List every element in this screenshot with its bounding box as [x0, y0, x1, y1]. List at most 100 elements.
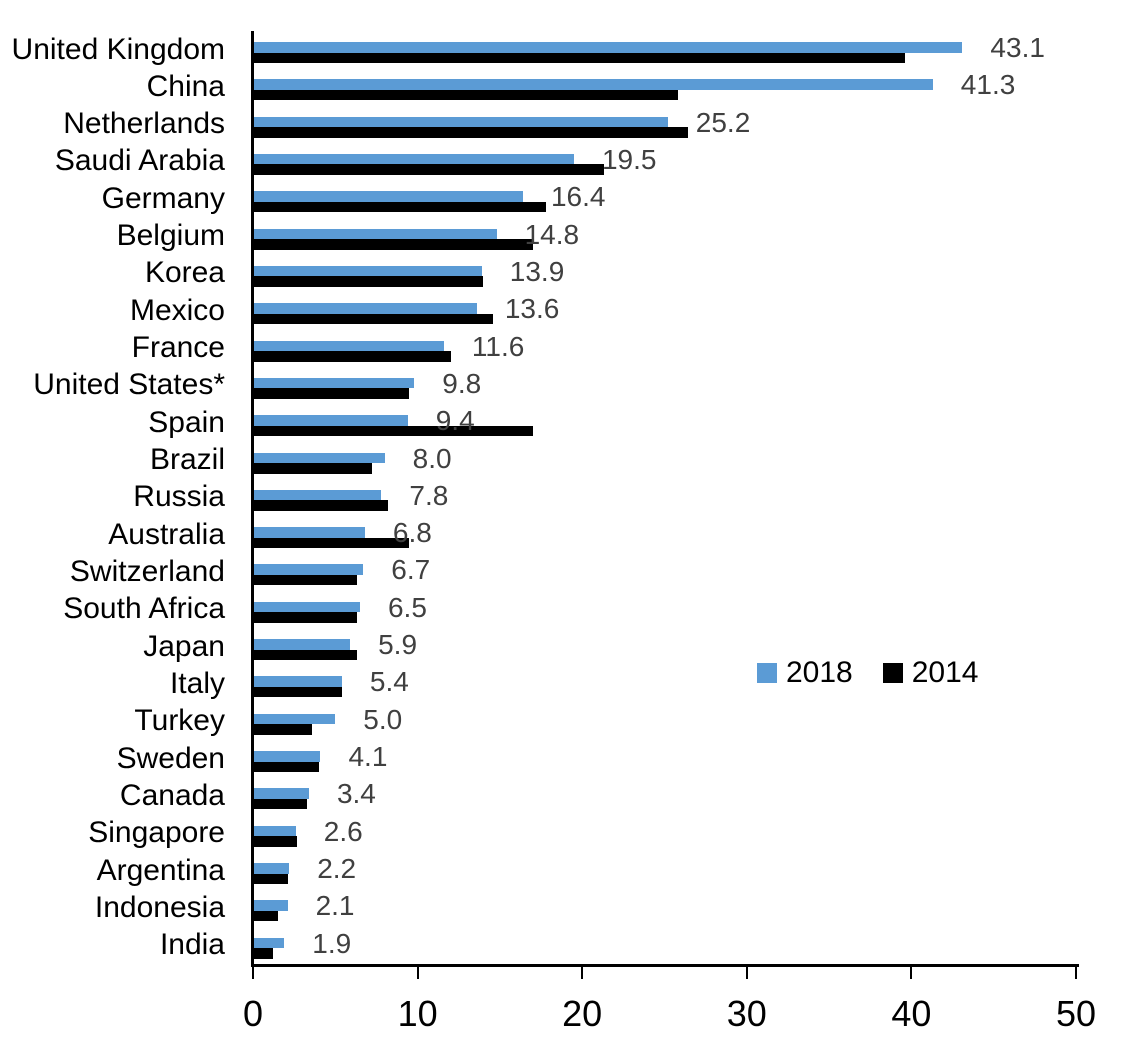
bar-2018 [253, 377, 415, 389]
category-label: Argentina [96, 853, 225, 887]
value-label: 14.8 [524, 218, 580, 250]
bar-2014 [253, 948, 273, 959]
value-label: 2.1 [315, 890, 355, 922]
value-label: 2.6 [323, 815, 363, 847]
bar-2014 [253, 910, 278, 922]
category-label: Russia [133, 480, 225, 514]
y-axis-line [251, 31, 254, 967]
value-label: 3.4 [336, 778, 376, 810]
bar-2018 [253, 340, 444, 352]
bar-2014 [253, 761, 319, 773]
value-label: 6.5 [387, 591, 427, 623]
value-label: 7.8 [409, 479, 449, 511]
category-label: Italy [169, 666, 225, 700]
bar-2018 [253, 228, 497, 240]
legend-label-2018: 2018 [786, 656, 853, 689]
category-label: France [131, 331, 225, 365]
value-label: 4.1 [348, 741, 388, 773]
value-label: 25.2 [695, 106, 751, 138]
bar-2018 [253, 303, 477, 314]
bar-2018 [253, 415, 408, 426]
bar-2014 [253, 276, 484, 287]
x-axis-line [251, 964, 1079, 967]
bar-2018 [253, 639, 351, 650]
bar-2018 [253, 601, 360, 613]
bar-2014 [253, 724, 313, 735]
bar-2014 [253, 873, 288, 885]
category-label: United States* [33, 368, 225, 402]
x-axis-tick [581, 967, 584, 979]
bar-2018 [253, 42, 963, 53]
value-label: 1.9 [312, 927, 352, 959]
category-label: Turkey [134, 704, 225, 738]
x-axis-tick-label: 0 [242, 993, 264, 1034]
category-label: Netherlands [63, 107, 225, 141]
bar-2018 [253, 79, 933, 90]
bar-2014 [253, 89, 678, 101]
bar-2014 [253, 52, 905, 63]
legend-swatch-2014 [882, 663, 903, 683]
category-label: China [146, 69, 225, 103]
bar-2014 [253, 164, 604, 175]
value-label: 9.4 [435, 405, 475, 437]
value-label: 41.3 [960, 69, 1016, 101]
value-label: 13.6 [504, 293, 560, 325]
bar-2014 [253, 313, 494, 325]
value-label: 43.1 [990, 32, 1045, 63]
category-label: India [159, 928, 225, 962]
bar-2014 [253, 537, 410, 549]
x-axis-tick [910, 967, 913, 979]
category-label: Singapore [88, 816, 225, 850]
x-axis-tick [416, 967, 419, 979]
bar-2014 [253, 239, 533, 250]
x-axis-tick [1075, 967, 1077, 979]
legend-entry-2014: 2014 [882, 656, 979, 690]
category-label: Sweden [116, 741, 225, 775]
bar-2014 [253, 836, 298, 847]
bar-2018 [253, 116, 668, 128]
value-label: 11.6 [471, 330, 525, 362]
category-label: South Africa [63, 592, 225, 626]
category-label: United Kingdom [11, 32, 225, 66]
value-label: 16.4 [550, 181, 606, 213]
value-label: 13.9 [509, 255, 565, 287]
category-label: Brazil [149, 443, 225, 477]
bar-2018 [253, 788, 309, 799]
x-axis-tick-label: 30 [726, 993, 767, 1034]
bar-2018 [253, 452, 385, 464]
bar-2018 [253, 676, 342, 687]
value-label: 9.8 [442, 367, 482, 399]
bar-2018 [253, 153, 574, 165]
bar-2014 [253, 649, 357, 661]
category-label: Indonesia [94, 890, 225, 924]
value-label: 19.5 [601, 143, 657, 175]
value-label: 8.0 [412, 442, 452, 474]
bar-2018 [253, 825, 296, 837]
legend-swatch-2018 [757, 663, 777, 683]
bar-2014 [253, 500, 388, 511]
bar-2018 [253, 713, 336, 725]
category-label: Korea [144, 256, 225, 290]
category-label: Australia [108, 517, 225, 551]
x-axis-tick [252, 967, 254, 979]
bar-2018 [253, 564, 364, 575]
bar-2014 [253, 463, 372, 474]
bar-2014 [253, 574, 357, 586]
bar-2018 [253, 863, 290, 874]
category-label: Canada [119, 778, 225, 812]
bar-2014 [253, 798, 308, 810]
x-axis-tick-label: 10 [397, 993, 438, 1034]
bar-2014 [253, 351, 451, 362]
category-label: Japan [143, 629, 225, 663]
x-axis-tick-label: 20 [562, 993, 603, 1034]
legend: 2018 2014 [757, 656, 979, 690]
bar-2018 [253, 900, 288, 911]
category-label: Mexico [129, 293, 225, 327]
category-label: Spain [148, 405, 225, 439]
value-label: 5.0 [363, 703, 403, 735]
x-axis-tick-label: 40 [891, 993, 932, 1034]
x-axis-tick [745, 967, 748, 979]
value-label: 5.4 [369, 666, 409, 698]
bar-2014 [253, 388, 410, 399]
